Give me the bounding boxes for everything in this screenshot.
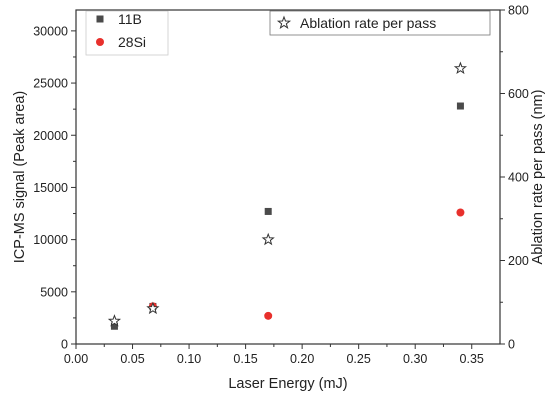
y-left-tick-label: 20000 [33, 129, 68, 143]
legend-star-shape [276, 15, 292, 30]
x-tick-label: 0.25 [346, 352, 370, 366]
point-ablation-rate [261, 232, 275, 246]
legend-28si-label: 28Si [118, 34, 146, 50]
legend-right-box [269, 10, 491, 36]
y-right-tick-label: 200 [508, 254, 529, 268]
x-tick-label: 0.05 [120, 352, 144, 366]
y-left-axis-title: ICP-MS signal (Peak area) [12, 91, 28, 263]
point-ablation-rate [146, 301, 160, 315]
legend-28si-marker [96, 38, 104, 46]
point-28si [264, 311, 273, 320]
y-right-tick-label: 400 [508, 171, 529, 185]
legend-11b-label: 11B [118, 11, 142, 27]
point-ablation-rate [107, 314, 122, 327]
legend-11b-marker [96, 15, 104, 23]
y-left-tick-label: 5000 [40, 285, 68, 299]
point-11b [110, 322, 118, 330]
y-left-tick-label: 15000 [33, 181, 68, 195]
y-right-tick-label: 600 [508, 87, 529, 101]
y-right-axis: 0 200 400 600 800 [500, 4, 529, 352]
y-right-tick-label: 800 [508, 4, 529, 18]
x-tick-label: 0.35 [460, 352, 484, 366]
y-right-axis-title: Ablation rate per pass (nm) [530, 90, 546, 265]
legend-ablation-label: Ablation rate per pass [300, 15, 436, 31]
legend-ablation-marker [276, 15, 292, 30]
y-left-tick-label: 30000 [33, 24, 68, 38]
x-tick-label: 0.15 [233, 352, 257, 366]
y-left-tick-label: 10000 [33, 233, 68, 247]
legend-left: 11B 28Si [85, 10, 169, 56]
data-points [107, 61, 468, 330]
point-ablation-rate [453, 61, 468, 75]
y-left-axis: 0 5000 10000 15000 20000 25000 30000 [33, 24, 76, 352]
x-axis: 0.00 0.05 0.10 0.15 0.20 0.25 0.30 0.35 [64, 344, 484, 366]
point-28si [456, 208, 465, 217]
x-tick-label: 0.00 [64, 352, 88, 366]
y-left-tick-label: 0 [61, 338, 68, 352]
x-tick-label: 0.10 [177, 352, 201, 366]
point-11b [456, 102, 464, 110]
legend-right: Ablation rate per pass [269, 10, 491, 36]
x-tick-label: 0.20 [290, 352, 314, 366]
y-left-tick-label: 25000 [33, 77, 68, 91]
x-tick-label: 0.30 [403, 352, 427, 366]
point-11b [264, 207, 272, 215]
plot-frame [75, 9, 501, 345]
x-axis-title: Laser Energy (mJ) [228, 376, 347, 392]
y-right-tick-label: 0 [508, 338, 515, 352]
